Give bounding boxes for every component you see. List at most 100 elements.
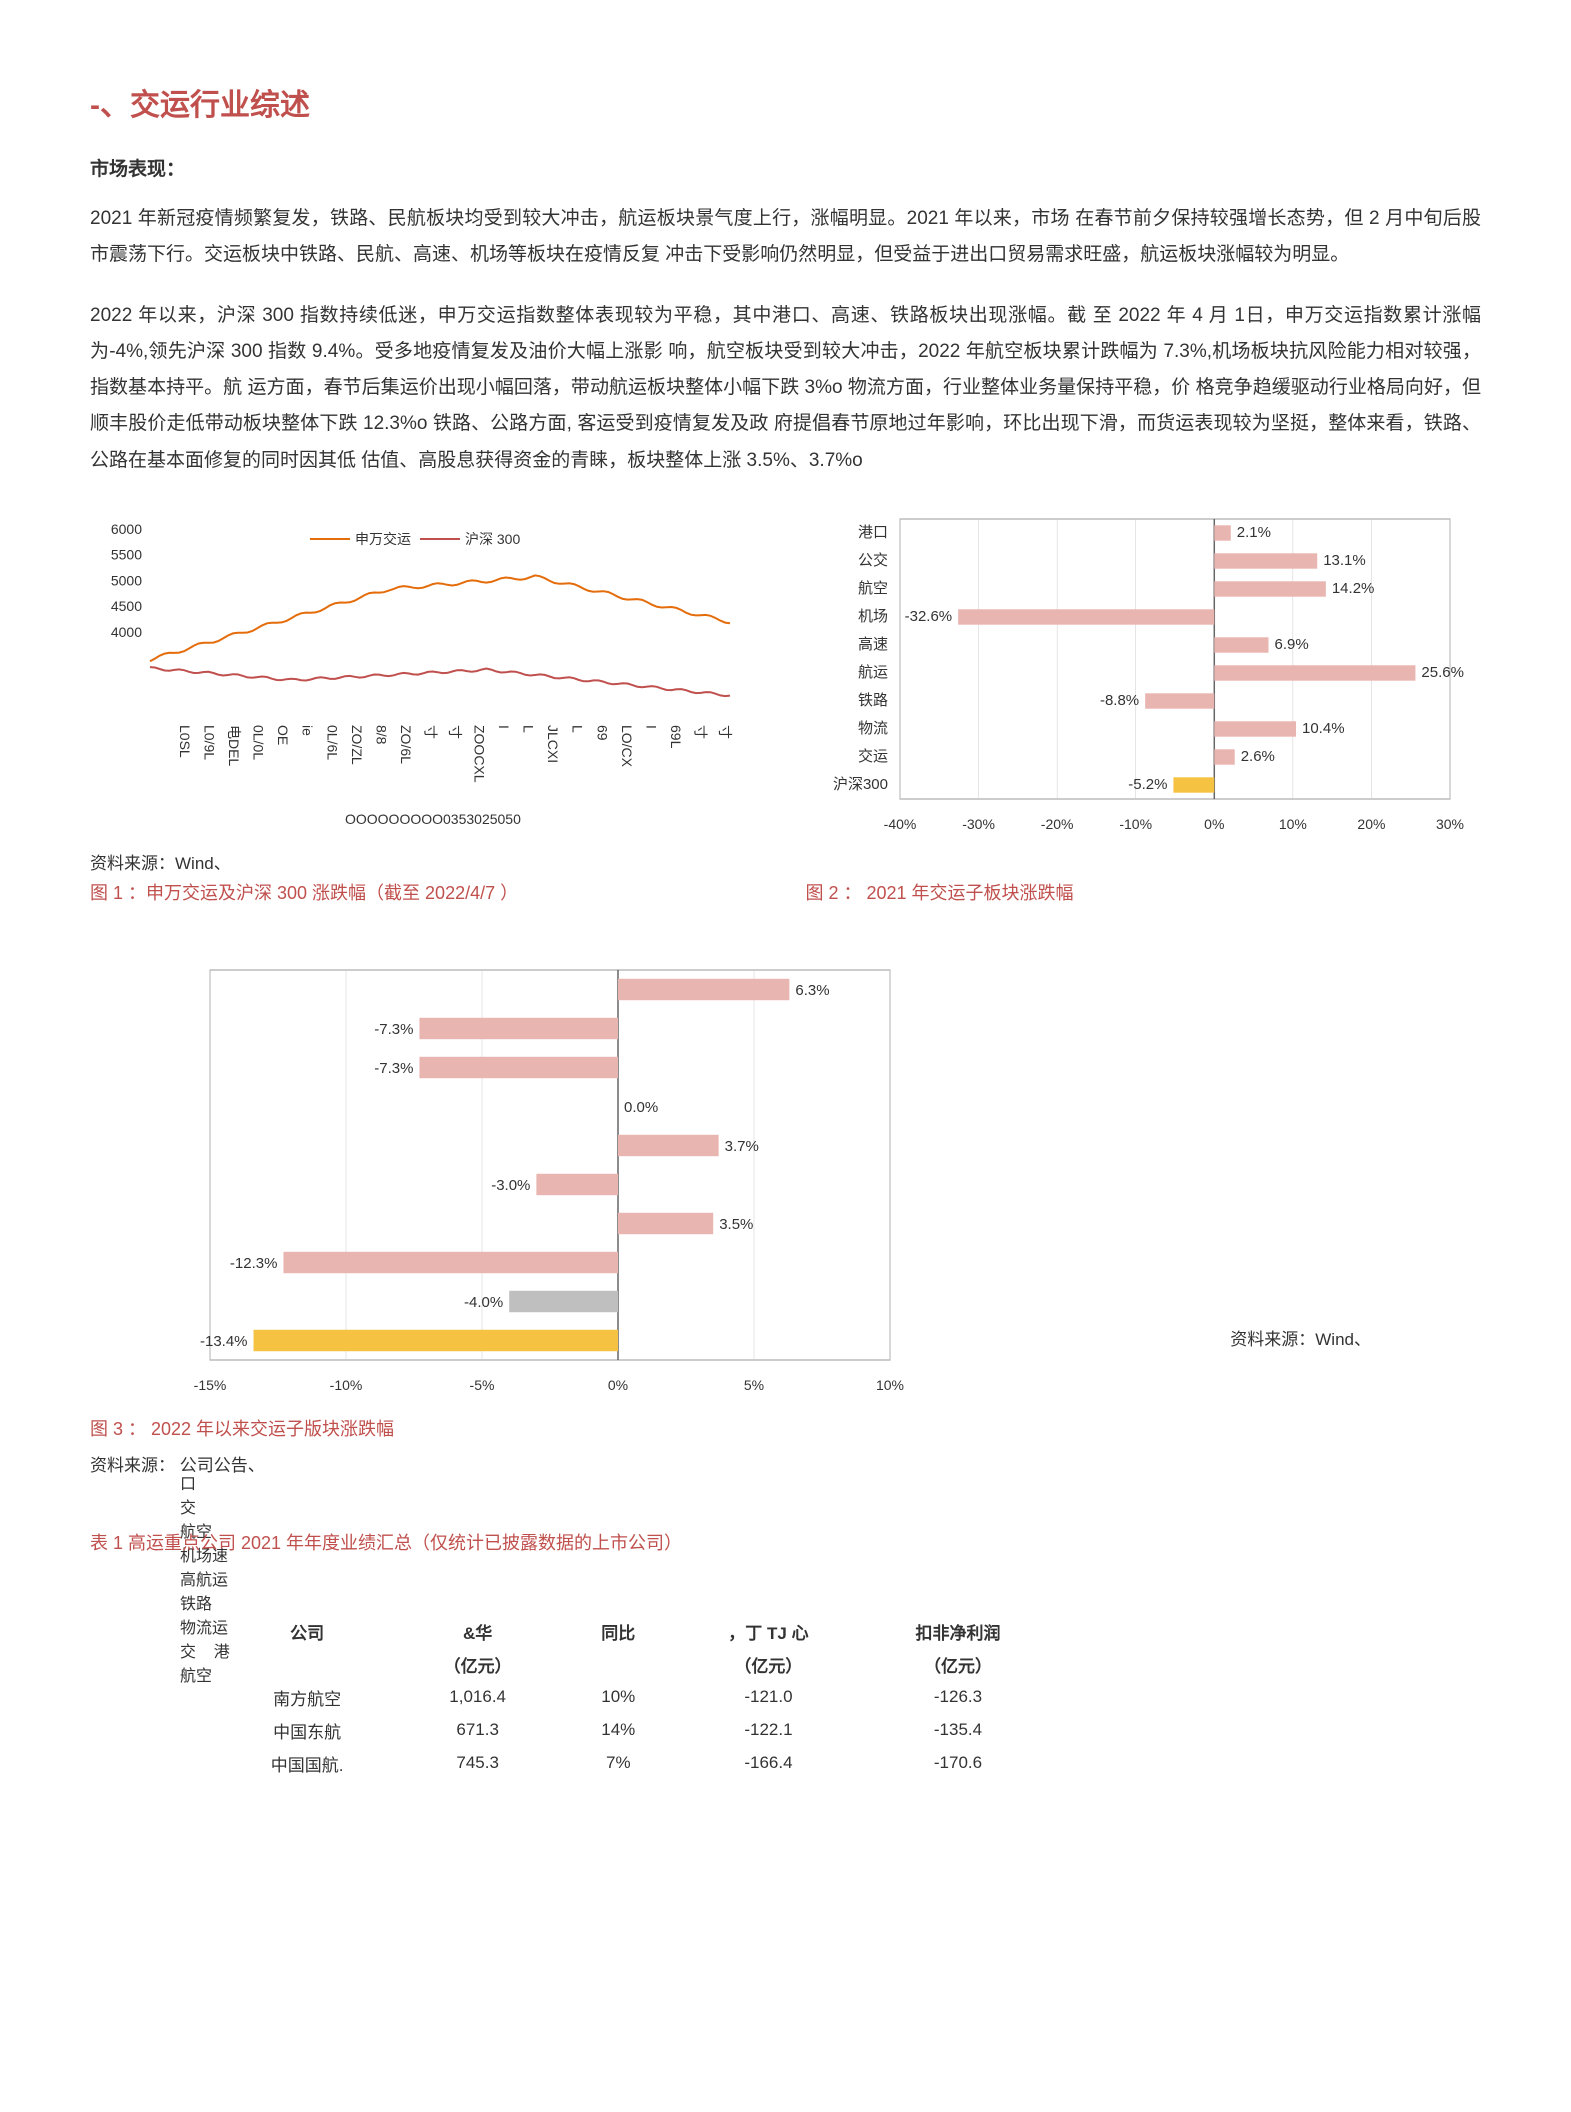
paragraph-1: 2021 年新冠疫情频繁复发，铁路、民航板块均受到较大冲击，航运板块景气度上行，…: [90, 201, 1481, 273]
caption-2: 图 2 ： 2021 年交运子板块涨跌幅: [806, 879, 1482, 905]
svg-text:ZO/ZL: ZO/ZL: [349, 725, 365, 765]
table-caption: 表 1 高运重点公司 2021 年年度业绩汇总（仅统计已披露数据的上市公司）: [90, 1529, 1481, 1555]
svg-text:5500: 5500: [111, 546, 142, 562]
svg-text:ZOOCXL: ZOOCXL: [472, 725, 488, 783]
summary-table: 公司&华同比，丁 TJ 心扣非净利润 （亿元）（亿元）（亿元） 南方航空1,01…: [220, 1615, 1055, 1780]
svg-text:-3.0%: -3.0%: [491, 1177, 530, 1194]
source-2: 资料来源：Wind、: [1230, 1325, 1371, 1350]
svg-text:0L/0L: 0L/0L: [251, 725, 267, 760]
svg-text:6.9%: 6.9%: [1275, 636, 1309, 653]
chart-3-hbar: -15% -10% -5% 0% 5% 10% 6.3% -7.3% -7.3% 0.0% 3.7%…: [150, 960, 930, 1400]
svg-text:-10%: -10%: [330, 1377, 363, 1393]
source-1: 资料来源：Wind、: [90, 849, 1481, 874]
caption-1: 图 1 ：申万交运及沪深 300 涨跌幅（截至 2022/4/7 ）: [90, 879, 766, 905]
table-header: 扣非净利润: [861, 1615, 1054, 1648]
svg-text:-13.4%: -13.4%: [200, 1333, 248, 1350]
svg-text:铁路: 铁路: [858, 692, 888, 709]
svg-text:寸: 寸: [717, 725, 733, 739]
table-subheader: （亿元）: [394, 1648, 561, 1681]
svg-text:4000: 4000: [111, 624, 142, 640]
section-label: 市场表现：: [90, 154, 1481, 181]
svg-text:10%: 10%: [1279, 816, 1307, 832]
svg-text:-12.3%: -12.3%: [230, 1255, 278, 1272]
svg-text:ZO/6L: ZO/6L: [398, 725, 414, 764]
svg-text:0.0%: 0.0%: [624, 1099, 658, 1116]
svg-text:-7.3%: -7.3%: [374, 1060, 413, 1077]
svg-text:2.1%: 2.1%: [1237, 524, 1271, 541]
page-title: -、交运行业综述: [90, 80, 1481, 124]
svg-text:寸: 寸: [447, 725, 463, 739]
svg-text:航运: 航运: [858, 664, 888, 681]
svg-text:3.7%: 3.7%: [725, 1138, 759, 1155]
svg-text:6.3%: 6.3%: [795, 982, 829, 999]
svg-text:LO/CX: LO/CX: [619, 725, 635, 768]
svg-text:高速: 高速: [858, 636, 888, 653]
svg-text:I: I: [496, 725, 512, 729]
svg-text:L: L: [521, 725, 537, 733]
svg-text:25.6%: 25.6%: [1421, 664, 1464, 681]
table-header: ，丁 TJ 心: [675, 1615, 861, 1648]
svg-text:10.4%: 10.4%: [1302, 720, 1345, 737]
svg-text:JLCXI: JLCXI: [545, 725, 561, 763]
table-row: 中国国航.745.37%-166.4-170.6: [220, 1747, 1055, 1780]
svg-text:4500: 4500: [111, 598, 142, 614]
svg-text:公交: 公交: [858, 551, 888, 569]
svg-text:-7.3%: -7.3%: [374, 1021, 413, 1038]
svg-text:-8.8%: -8.8%: [1100, 692, 1139, 709]
svg-text:3.5%: 3.5%: [719, 1216, 753, 1233]
svg-text:6000: 6000: [111, 521, 142, 537]
svg-text:69L: 69L: [668, 725, 684, 749]
svg-text:0%: 0%: [608, 1377, 628, 1393]
svg-text:69: 69: [594, 725, 610, 741]
svg-text:港口: 港口: [858, 524, 888, 541]
svg-text:I: I: [643, 725, 659, 729]
svg-text:-40%: -40%: [884, 816, 917, 832]
chart-2-hbar: -40% -30% -20% -10% 0% 10% 20% 30% 港口 2.1% 公交 13.1%…: [790, 509, 1490, 839]
table-row: 南方航空1,016.410%-121.0-126.3: [220, 1681, 1055, 1714]
table-header: &华: [394, 1615, 561, 1648]
table-subheader: [220, 1648, 394, 1681]
svg-text:航空: 航空: [858, 580, 888, 597]
table-header: 公司: [220, 1615, 394, 1648]
svg-text:物流: 物流: [858, 720, 888, 737]
svg-text:-5%: -5%: [470, 1377, 495, 1393]
svg-text:-4.0%: -4.0%: [464, 1294, 503, 1311]
svg-text:5%: 5%: [744, 1377, 764, 1393]
svg-text:2.6%: 2.6%: [1241, 748, 1275, 765]
svg-text:交运: 交运: [858, 747, 888, 765]
table-subheader: （亿元）: [675, 1648, 861, 1681]
svg-text:5000: 5000: [111, 572, 142, 588]
svg-text:电DEL: 电DEL: [226, 725, 242, 766]
svg-text:机场: 机场: [858, 608, 888, 625]
svg-text:寸: 寸: [692, 725, 708, 739]
svg-text:0L/6L: 0L/6L: [324, 725, 340, 760]
chart-1-line: 6000 5500 5000 4500 4000 申万交运 沪深 300 L0SL L0/9L 电…: [90, 509, 750, 839]
svg-text:-15%: -15%: [194, 1377, 227, 1393]
table-header: 同比: [561, 1615, 675, 1648]
svg-text:-32.6%: -32.6%: [905, 608, 953, 625]
svg-text:申万交运: 申万交运: [355, 531, 411, 547]
svg-text:0%: 0%: [1204, 816, 1224, 832]
svg-text:-10%: -10%: [1119, 816, 1152, 832]
svg-text:寸: 寸: [422, 725, 438, 739]
table-subheader: （亿元）: [861, 1648, 1054, 1681]
svg-text:13.1%: 13.1%: [1323, 552, 1366, 569]
svg-text:L: L: [570, 725, 586, 733]
svg-text:沪深300: 沪深300: [833, 776, 888, 793]
svg-text:-20%: -20%: [1041, 816, 1074, 832]
svg-text:10%: 10%: [876, 1377, 904, 1393]
svg-text:-30%: -30%: [962, 816, 995, 832]
svg-text:14.2%: 14.2%: [1332, 580, 1375, 597]
svg-text:L0/9L: L0/9L: [202, 725, 218, 760]
svg-text:20%: 20%: [1357, 816, 1385, 832]
caption-3: 图 3 ： 2022 年以来交运子版块涨跌幅: [90, 1415, 1481, 1441]
table-subheader: [561, 1648, 675, 1681]
paragraph-2: 2022 年以来，沪深 300 指数持续低迷，申万交运指数整体表现较为平稳，其中…: [90, 298, 1481, 478]
svg-text:ie: ie: [300, 725, 316, 736]
table-row: 中国东航671.314%-122.1-135.4: [220, 1714, 1055, 1747]
svg-text:OOOOOOOOO0353025050: OOOOOOOOO0353025050: [345, 811, 521, 827]
svg-text:30%: 30%: [1436, 816, 1464, 832]
svg-text:L0SL: L0SL: [177, 725, 193, 758]
svg-text:沪深 300: 沪深 300: [465, 531, 520, 547]
svg-text:8/8: 8/8: [373, 725, 389, 745]
